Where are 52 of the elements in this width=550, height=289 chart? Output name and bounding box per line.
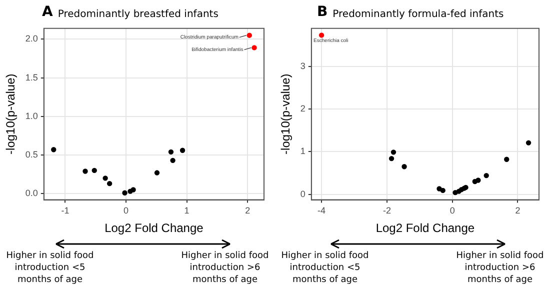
point bbox=[246, 32, 252, 38]
point bbox=[252, 45, 257, 50]
y-tick-label: 2.0 bbox=[25, 34, 38, 44]
point bbox=[154, 170, 160, 176]
y-tick-label: 2 bbox=[300, 104, 306, 114]
x-tick-label: -1 bbox=[61, 206, 70, 216]
point bbox=[402, 164, 407, 170]
text: A bbox=[42, 4, 53, 20]
x-axis-title: Log2 Fold Change bbox=[376, 221, 475, 236]
text: Higher in solid food introduction >6 months of age bbox=[455, 250, 545, 286]
point bbox=[526, 140, 532, 146]
y-tick-label: 0 bbox=[300, 188, 306, 199]
y-tick-label: 0.0 bbox=[25, 188, 38, 198]
x-tick-label: 1 bbox=[184, 206, 190, 216]
x-tick-label: 2 bbox=[245, 206, 250, 216]
y-axis-title: -log10(p-value) bbox=[4, 74, 18, 154]
point bbox=[440, 188, 446, 194]
point bbox=[168, 149, 174, 155]
point bbox=[82, 168, 88, 174]
point bbox=[92, 168, 97, 174]
point bbox=[476, 178, 481, 183]
point bbox=[504, 156, 510, 162]
text: Higher in solid food introduction <5 months of age bbox=[5, 250, 95, 286]
point bbox=[51, 147, 56, 152]
text: B bbox=[317, 4, 328, 20]
x-tick-label: -4 bbox=[318, 206, 326, 216]
x-axis-title: Log2 Fold Change bbox=[104, 221, 204, 236]
x-tick-label: 0 bbox=[123, 206, 128, 216]
chart-title: Predominantly formula-fed infants bbox=[332, 9, 504, 20]
point bbox=[180, 148, 186, 153]
y-axis-title: -log10(p-value) bbox=[278, 74, 293, 154]
point bbox=[106, 180, 112, 186]
x-tick-label: 2 bbox=[515, 206, 520, 216]
point bbox=[318, 32, 324, 38]
y-tick-label: 1 bbox=[300, 146, 306, 156]
point bbox=[388, 156, 394, 162]
y-tick-label: 1.0 bbox=[25, 110, 38, 121]
point bbox=[390, 150, 396, 155]
point bbox=[102, 176, 108, 181]
point bbox=[130, 187, 136, 192]
text: Higher in solid food introduction <5 months of age bbox=[280, 250, 370, 286]
point bbox=[436, 186, 442, 192]
point bbox=[170, 158, 176, 164]
text: Higher in solid food introduction >6 months of age bbox=[180, 250, 270, 286]
chart-title: Predominantly breastfed infants bbox=[58, 9, 218, 20]
x-tick-label: 0 bbox=[450, 206, 455, 216]
point bbox=[484, 172, 489, 178]
y-tick-label: 3 bbox=[300, 61, 306, 72]
y-tick-label: 0.5 bbox=[25, 150, 38, 160]
point bbox=[122, 190, 128, 196]
y-tick-label: 1.5 bbox=[25, 72, 38, 82]
x-tick-label: -2 bbox=[382, 206, 391, 216]
